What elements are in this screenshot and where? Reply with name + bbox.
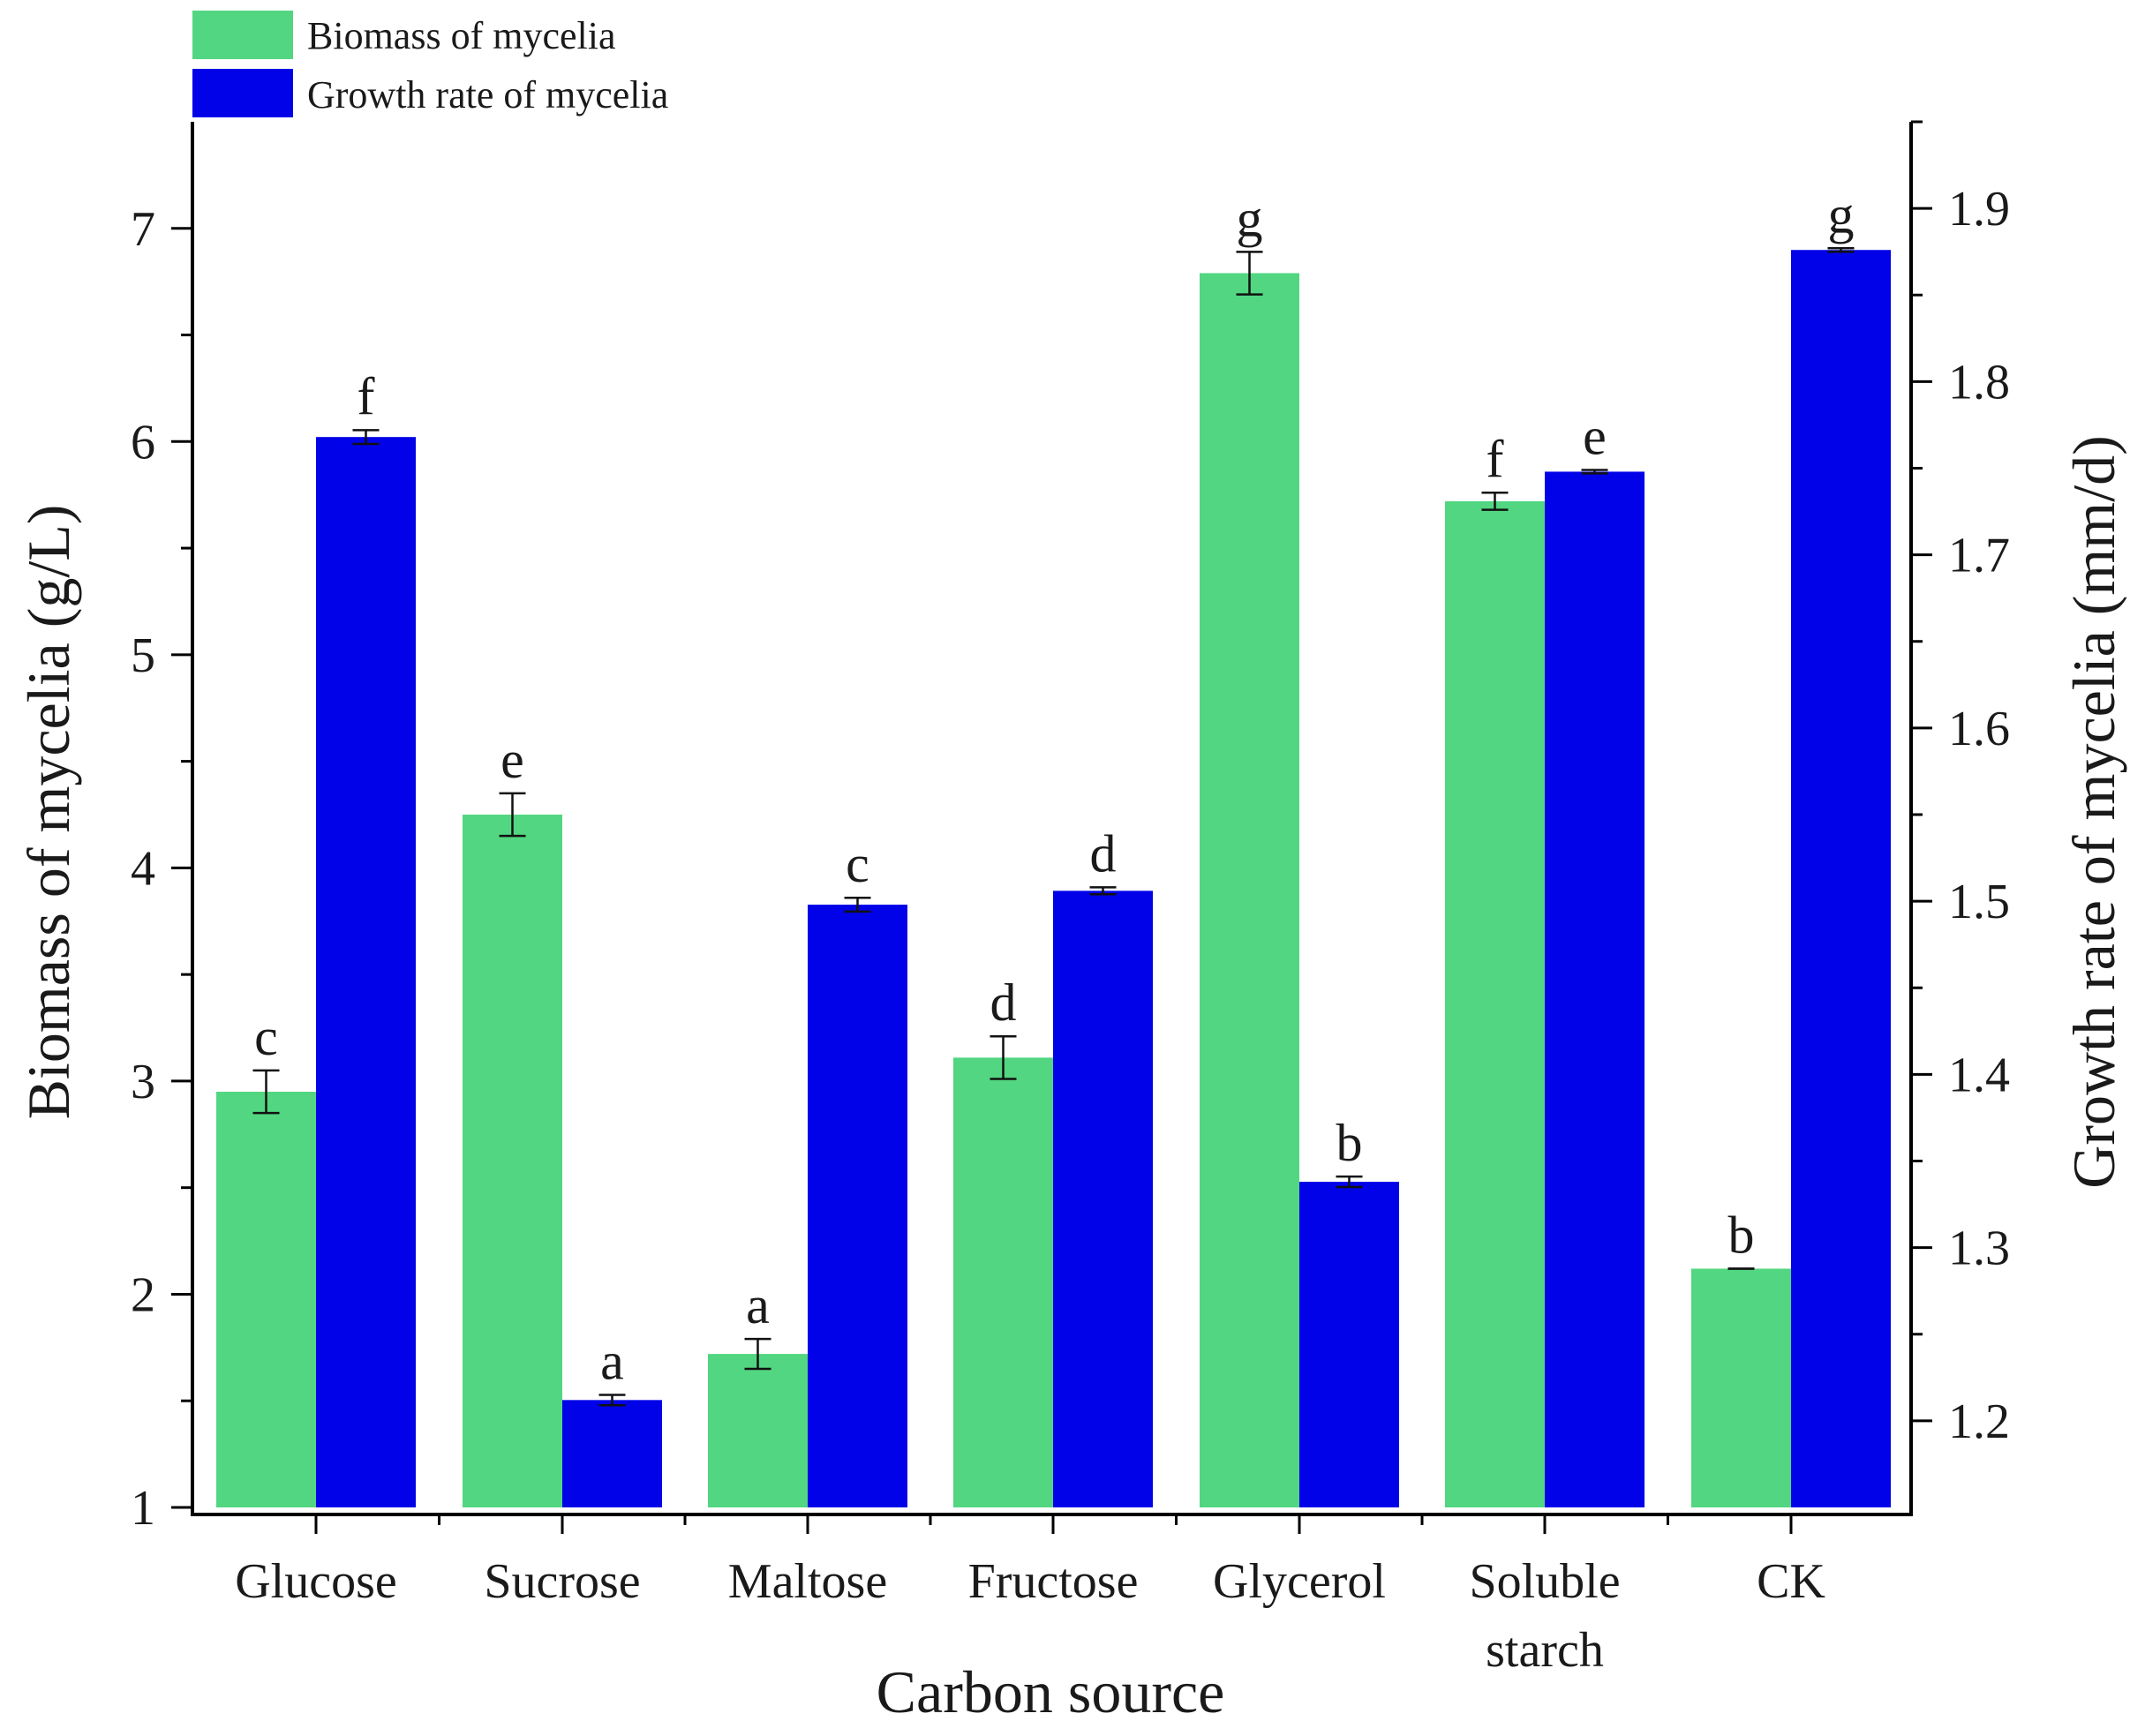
bar-growth-rate (1791, 250, 1891, 1508)
y-tick-label-right: 1.5 (1948, 875, 2010, 929)
y-tick-label-left: 6 (131, 415, 155, 470)
bar-biomass (216, 1092, 316, 1507)
y-tick-label-right: 1.2 (1948, 1394, 2010, 1449)
x-tick-label: CK (1757, 1554, 1825, 1609)
legend-swatch-biomass (192, 11, 293, 59)
legend-swatch-growth-rate (192, 69, 293, 117)
significance-letter: a (746, 1276, 770, 1334)
y-tick-label-right: 1.6 (1948, 702, 2010, 756)
significance-letter: d (1090, 824, 1117, 883)
significance-letter: g (1237, 189, 1263, 247)
x-tick-label: Glucose (235, 1554, 397, 1609)
y-axis-title-left: Biomass of mycelia (g/L) (15, 505, 82, 1120)
x-axis-title: Carbon source (877, 1658, 1225, 1725)
x-tick-label: Maltose (728, 1554, 887, 1609)
significance-letter: c (846, 835, 869, 893)
y-tick-label-right: 1.8 (1948, 355, 2010, 410)
significance-letter: g (1828, 185, 1855, 244)
bar-biomass (708, 1354, 808, 1507)
x-tick-label: Fructose (968, 1554, 1139, 1609)
y-axis-title-right: Growth rate of mycelia (mm/d) (2060, 435, 2127, 1189)
bar-growth-rate (562, 1400, 662, 1507)
significance-letter: e (1583, 407, 1607, 465)
significance-letter: d (990, 973, 1017, 1032)
bar-growth-rate (1299, 1182, 1399, 1507)
plot-area: c e a d g f b f a c d b e g 1 2 3 4 5 6 7 1.2 1.3 1.4 1.5 1.6 1.7 1… (131, 120, 2010, 1678)
y-tick-label-left: 3 (131, 1055, 155, 1109)
x-tick-label: Glycerol (1213, 1554, 1386, 1609)
significance-letter: c (254, 1008, 278, 1066)
significance-letter: b (1336, 1114, 1363, 1172)
legend-label-biomass: Biomass of mycelia (307, 14, 616, 57)
bar-growth-rate (808, 905, 907, 1507)
y-tick-label-right: 1.7 (1948, 529, 2010, 583)
y-tick-label-right: 1.3 (1948, 1221, 2010, 1276)
x-tick-label: Sucrose (484, 1554, 640, 1609)
legend-label-growth-rate: Growth rate of mycelia (307, 73, 668, 116)
bar-biomass (1445, 500, 1545, 1507)
y-tick-label-left: 4 (131, 841, 155, 896)
y-tick-label-left: 2 (131, 1267, 155, 1322)
y-tick-label-right: 1.9 (1948, 182, 2010, 237)
bar-biomass (953, 1057, 1053, 1507)
significance-letter: a (600, 1332, 624, 1390)
significance-letter: b (1728, 1206, 1755, 1264)
legend: Biomass of mycelia Growth rate of myceli… (192, 11, 668, 117)
y-tick-label-left: 5 (131, 628, 155, 683)
bar-biomass (1200, 273, 1299, 1507)
significance-letter: f (1486, 430, 1504, 488)
x-tick-label: Soluble (1469, 1554, 1620, 1609)
bar-growth-rate (1545, 471, 1644, 1507)
y-tick-label-right: 1.4 (1948, 1048, 2010, 1102)
x-tick-label: starch (1486, 1623, 1604, 1678)
significance-letter: e (500, 731, 524, 789)
bar-growth-rate (1053, 891, 1153, 1507)
y-tick-label-left: 1 (131, 1481, 155, 1536)
bar-growth-rate (316, 437, 416, 1507)
bar-biomass (463, 815, 562, 1507)
bar-biomass (1691, 1268, 1791, 1507)
significance-letter: f (358, 367, 375, 425)
y-tick-label-left: 7 (131, 202, 155, 257)
